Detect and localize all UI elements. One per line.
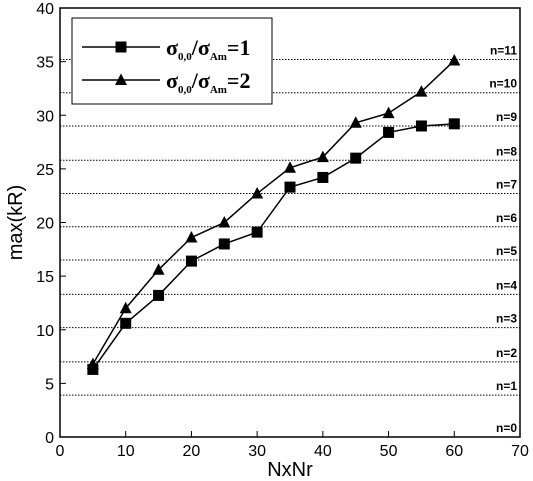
legend-entry: σ0,0/σAm=1 bbox=[166, 35, 250, 63]
series-2-point bbox=[218, 216, 231, 228]
legend-entry-part: σ bbox=[198, 35, 210, 60]
series-1-point bbox=[448, 118, 460, 130]
x-axis-title: NxNr bbox=[267, 459, 313, 481]
series-2-point bbox=[152, 263, 165, 275]
legend-marker bbox=[115, 73, 127, 85]
x-tick-label: 50 bbox=[380, 443, 398, 460]
reference-line-label: n=5 bbox=[496, 244, 517, 258]
y-axis-title: max(kR) bbox=[5, 185, 27, 261]
series-2-point bbox=[448, 54, 461, 66]
reference-line-label: n=9 bbox=[496, 110, 517, 124]
series-1-point bbox=[251, 226, 263, 238]
y-tick-label: 20 bbox=[36, 216, 54, 233]
series-2-point bbox=[382, 106, 395, 119]
y-tick-label: 30 bbox=[36, 108, 54, 125]
reference-line-labels: n=0 n=1 n=2 n=3 n=4 n=5 n=6 n=7 n=8 n=9 n=10 n=11 bbox=[489, 43, 517, 435]
x-tick-label: 20 bbox=[183, 443, 201, 460]
series-2-line bbox=[92, 60, 455, 365]
y-tick-label: 25 bbox=[36, 162, 54, 179]
series-2-point bbox=[284, 161, 296, 173]
series-1-point bbox=[317, 171, 329, 183]
legend-entry-part: σ bbox=[166, 68, 178, 93]
x-axis-ticks: 0 10 20 30 40 50 60 70 bbox=[56, 431, 529, 460]
legend-marker bbox=[115, 41, 127, 53]
x-tick-label: 0 bbox=[56, 443, 65, 460]
legend-entry-part: 0,0 bbox=[178, 84, 192, 96]
series-2-point bbox=[185, 231, 198, 243]
series-1-point bbox=[87, 363, 99, 375]
legend-entry-part: σ bbox=[166, 35, 178, 60]
y-tick-label: 15 bbox=[36, 269, 54, 286]
series-2-point bbox=[251, 187, 264, 199]
series-1-point bbox=[120, 317, 132, 329]
legend-entry-part: σ bbox=[198, 68, 210, 93]
legend-entry-part: =2 bbox=[227, 68, 251, 93]
series-lines bbox=[92, 60, 455, 370]
reference-lines bbox=[60, 58, 520, 438]
reference-line-label: n=0 bbox=[496, 421, 517, 435]
reference-line-label: n=8 bbox=[496, 144, 517, 158]
series-1-point bbox=[218, 238, 230, 250]
x-tick-label: 70 bbox=[511, 443, 529, 460]
x-tick-label: 40 bbox=[314, 443, 332, 460]
series-2-point bbox=[119, 301, 132, 314]
legend-entry-part: Am bbox=[210, 84, 227, 96]
legend-entry-part: / bbox=[191, 68, 199, 93]
reference-line-label: n=6 bbox=[496, 211, 517, 225]
reference-line-label: n=10 bbox=[489, 77, 517, 91]
x-tick-label: 30 bbox=[248, 443, 266, 460]
x-tick-label: 10 bbox=[117, 443, 135, 460]
reference-line-label: n=2 bbox=[496, 346, 517, 360]
legend-entry-part: =1 bbox=[227, 35, 251, 60]
legend-entry-part: / bbox=[191, 35, 199, 60]
series-2-point bbox=[86, 357, 99, 370]
x-tick-label: 60 bbox=[445, 443, 463, 460]
legend-entry-part: Am bbox=[210, 51, 227, 63]
legend-entry: σ0,0/σAm=2 bbox=[166, 68, 250, 96]
y-axis-ticks: 0 5 10 15 20 25 30 35 40 bbox=[36, 1, 66, 447]
reference-line-label: n=7 bbox=[496, 178, 517, 192]
y-tick-label: 40 bbox=[36, 1, 54, 18]
series-1-point bbox=[284, 181, 296, 193]
series-1-point bbox=[185, 255, 197, 267]
series-1-point bbox=[383, 126, 395, 138]
reference-line-label: n=3 bbox=[496, 312, 517, 326]
series-markers bbox=[86, 54, 461, 375]
reference-line-label: n=4 bbox=[496, 278, 517, 292]
y-tick-label: 0 bbox=[45, 430, 54, 447]
series-2-point bbox=[316, 150, 329, 163]
reference-line-label: n=11 bbox=[490, 43, 517, 57]
y-tick-label: 10 bbox=[36, 323, 54, 340]
y-tick-label: 35 bbox=[36, 55, 54, 72]
series-2-point bbox=[349, 116, 362, 128]
series-2-point bbox=[415, 85, 428, 97]
legend: σ0,0/σAm=1σ0,0/σAm=2 bbox=[71, 17, 273, 105]
series-1-point bbox=[350, 152, 362, 164]
legend-box bbox=[71, 17, 273, 105]
y-tick-label: 5 bbox=[45, 376, 54, 393]
reference-line-label: n=1 bbox=[496, 379, 517, 393]
series-1-point bbox=[415, 120, 427, 132]
series-1-point bbox=[153, 289, 165, 301]
legend-entry-part: 0,0 bbox=[178, 51, 192, 63]
